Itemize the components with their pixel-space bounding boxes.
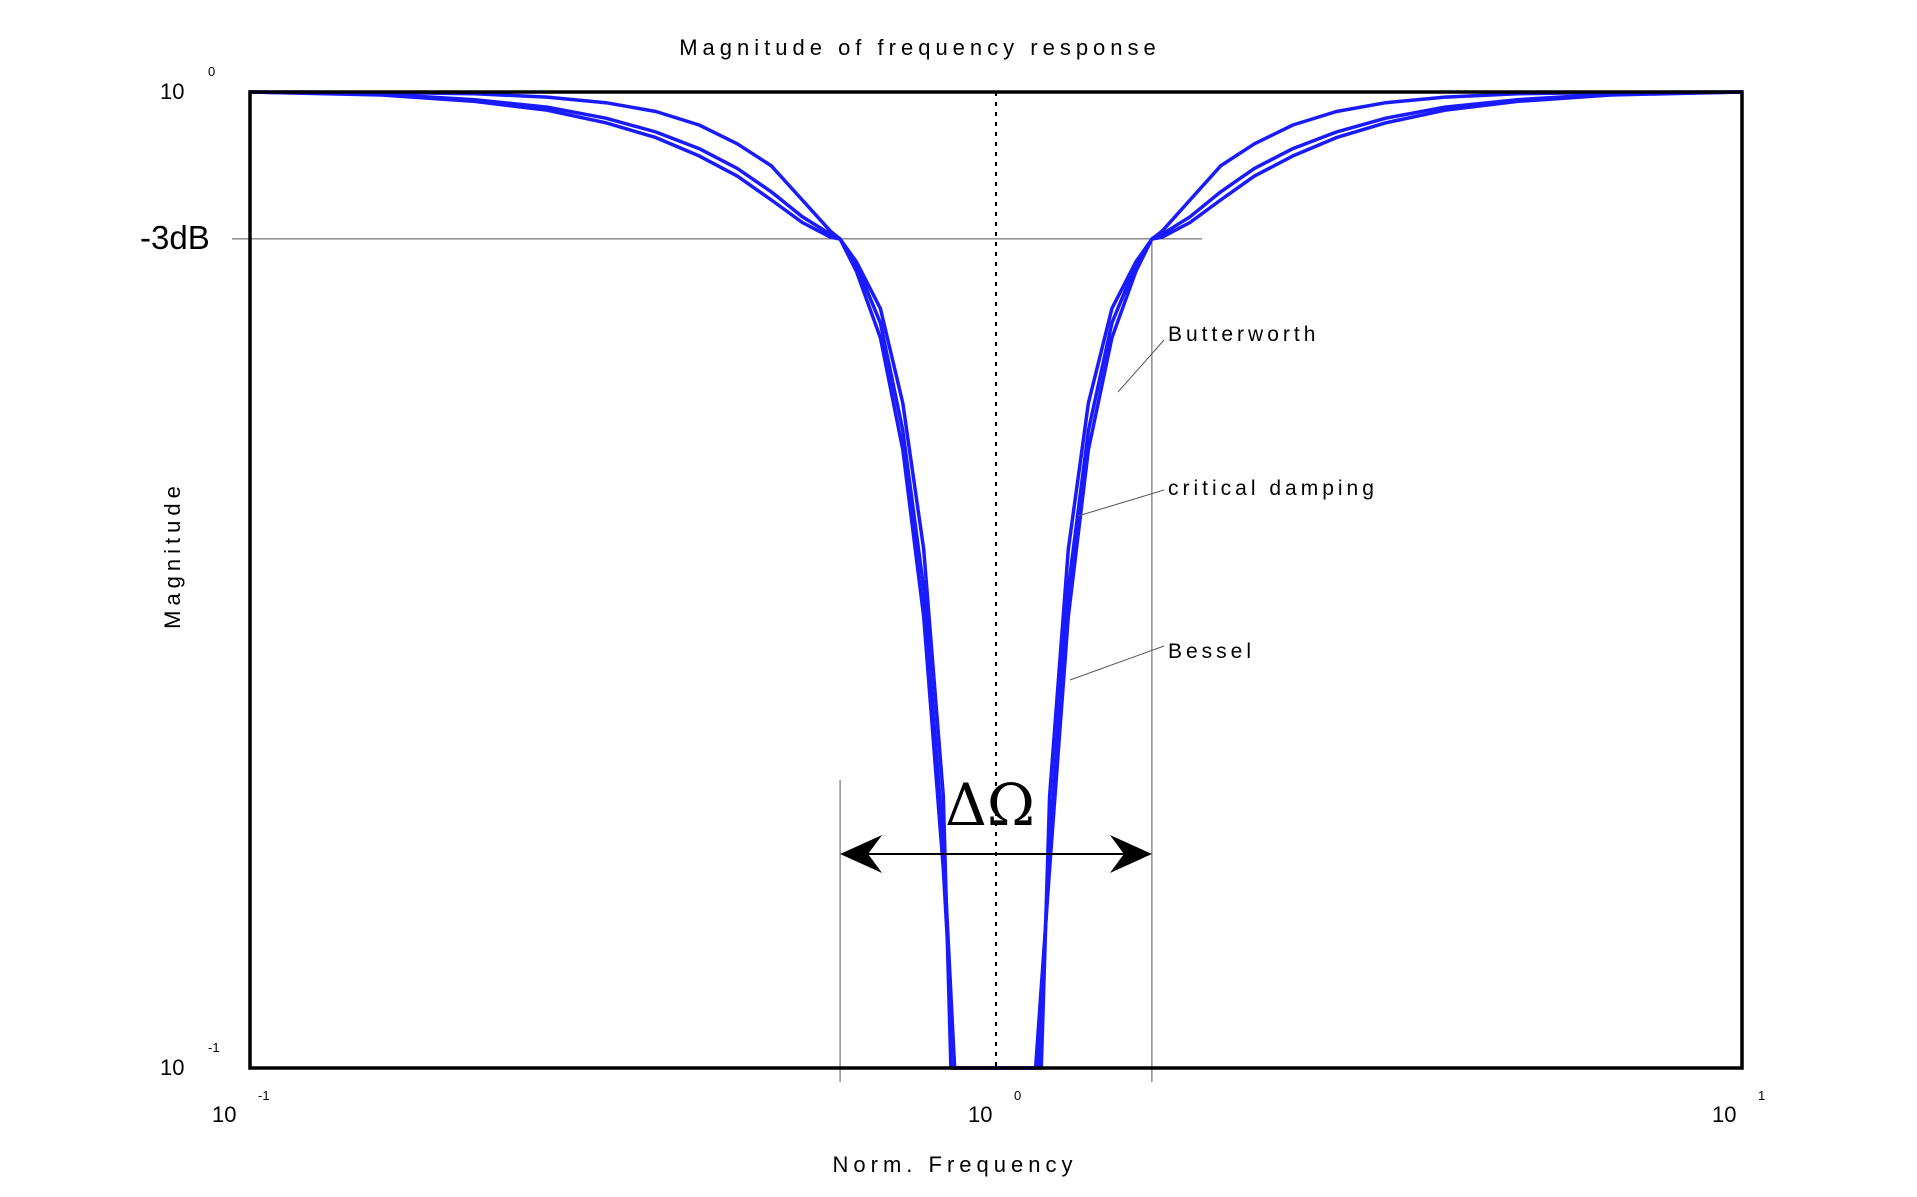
plot-frame xyxy=(248,90,1744,1070)
annotation-leader-butterworth xyxy=(1117,339,1165,393)
bandwidth-arrow-head-right xyxy=(1109,835,1152,873)
x-tick-left-exp: -1 xyxy=(258,1088,270,1103)
y-tick-bottom-exp: -1 xyxy=(208,1040,220,1055)
annotation-leader-bessel xyxy=(1069,645,1165,681)
y-tick-top-base: 10 xyxy=(160,79,184,104)
bandwidth-label: ΔΩ xyxy=(945,771,1035,839)
annotation-leader-critical-damping xyxy=(1077,489,1165,517)
annotation-bessel: Bessel xyxy=(1168,640,1255,663)
y-tick-top-exp: 0 xyxy=(208,64,215,79)
annotation-butterworth: Butterworth xyxy=(1168,323,1319,346)
annotation-critical-damping: critical damping xyxy=(1168,477,1378,500)
x-tick-left-base: 10 xyxy=(212,1102,236,1127)
x-tick-center-base: 10 xyxy=(968,1102,992,1127)
bandwidth-arrow xyxy=(840,835,1152,873)
chart-title: Magnitude of frequency response xyxy=(679,35,1161,60)
x-tick-right-exp: 1 xyxy=(1758,1088,1765,1103)
y-tick-bottom-base: 10 xyxy=(160,1055,184,1080)
y-axis-label: Magnitude xyxy=(160,481,185,629)
minus-3db-label: -3dB xyxy=(140,219,210,256)
x-axis-label: Norm. Frequency xyxy=(833,1152,1078,1177)
x-tick-center-exp: 0 xyxy=(1014,1088,1021,1103)
bandwidth-arrow-head-left xyxy=(840,835,883,873)
x-tick-right-base: 10 xyxy=(1712,1102,1736,1127)
